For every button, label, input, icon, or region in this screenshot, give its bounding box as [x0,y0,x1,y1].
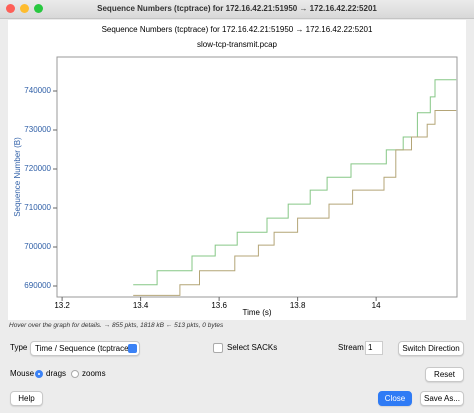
minimize-dot[interactable] [20,4,29,13]
title-bar: Sequence Numbers (tcptrace) for 172.16.4… [0,0,474,19]
stream-label: Stream [338,343,364,352]
window-title: Sequence Numbers (tcptrace) for 172.16.4… [97,4,377,13]
sacks-label: Select SACKs [227,343,278,353]
save-as-button[interactable]: Save As... [420,391,464,406]
y-axis-label: Sequence Number (B) [13,137,22,217]
y-tick-label: 720000 [24,164,51,173]
y-tick-label: 690000 [24,281,51,290]
type-value: Time / Sequence (tcptrace) [35,344,132,353]
y-tick-label: 710000 [24,203,51,212]
chart-subtitle: slow-tcp-transmit.pcap [197,40,278,49]
chart[interactable]: Sequence Numbers (tcptrace) for 172.16.4… [8,20,466,320]
select-arrow [128,344,137,353]
hint: Hover over the graph for details. → 855 … [9,322,224,329]
x-axis-label: Time (s) [242,308,271,317]
mouse-label: Mouse [10,369,35,378]
x-tick-label: 13.8 [290,301,306,310]
stream-spinbox[interactable]: 1 [365,341,383,355]
zoom-dot[interactable] [34,4,43,13]
series-line [133,79,457,286]
y-tick-label: 700000 [24,242,51,251]
y-tick-label: 730000 [24,125,51,134]
x-tick-label: 13.2 [54,301,70,310]
y-tick-label: 740000 [24,86,51,95]
stream-value: 1 [368,343,373,352]
close-dot[interactable] [6,4,15,13]
chart-title: Sequence Numbers (tcptrace) for 172.16.4… [102,25,373,34]
drags-label: drags [46,369,67,378]
sacks-checkbox[interactable]: Select SACKs [213,343,277,353]
x-tick-label: 14 [372,301,381,310]
type-select[interactable]: Time / Sequence (tcptrace) [30,341,140,356]
zooms-label: zooms [82,369,106,378]
drags-radio[interactable]: drags [35,369,66,378]
switch-direction-button[interactable]: Switch Direction [398,341,464,356]
plot-frame [56,56,458,298]
type-label: Type [10,343,28,352]
help-button[interactable]: Help [10,391,43,406]
zooms-radio[interactable]: zooms [71,369,106,378]
x-tick-label: 13.4 [133,301,149,310]
series-line [133,110,457,296]
reset-button[interactable]: Reset [425,367,464,382]
close-button[interactable]: Close [378,391,412,406]
x-tick-label: 13.6 [211,301,227,310]
